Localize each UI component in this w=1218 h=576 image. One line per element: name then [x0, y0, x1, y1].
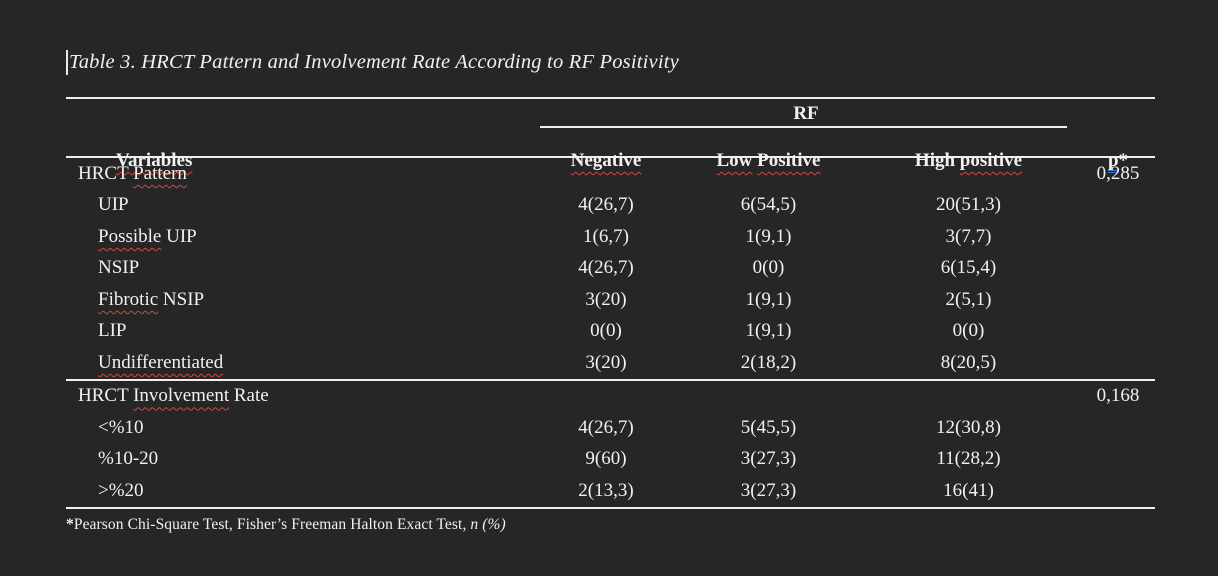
cell-negative: 4(26,7): [578, 194, 634, 216]
table-rule-header: [66, 156, 1155, 158]
table-caption: Table 3. HRCT Pattern and Involvement Ra…: [69, 51, 679, 73]
table-row: UIP 4(26,7) 6(54,5) 20(51,3): [66, 190, 1155, 222]
table-row: Possible UIP 1(6,7) 1(9,1) 3(7,7): [66, 221, 1155, 253]
cell-negative: 2(13,3): [578, 479, 634, 501]
row-label: Possible UIP: [98, 225, 197, 247]
text-cursor: [66, 50, 68, 75]
header-p: p*: [1081, 150, 1155, 172]
cell-low-positive: 5(45,5): [740, 416, 797, 438]
table-footnote: *Pearson Chi-Square Test, Fisher’s Freem…: [66, 516, 1155, 534]
header-low-positive: Low Positive: [681, 150, 856, 172]
table-rule-bottom: [66, 506, 1155, 509]
rf-spanner-label: RF: [793, 102, 819, 124]
header-high-positive: High positive: [856, 150, 1081, 172]
row-label: LIP: [98, 320, 127, 342]
header-variables-label: Variables: [116, 150, 193, 171]
table-row: HRCT Pattern 0,285: [66, 158, 1155, 190]
header-row: Variables Negative Low Positive High pos…: [66, 128, 1155, 171]
cell-low-positive: 1(9,1): [745, 225, 792, 247]
cell-negative: 9(60): [585, 448, 627, 470]
spanner-row: RF: [66, 99, 1155, 128]
row-label: UIP: [98, 194, 129, 216]
row-label: HRCT Involvement Rate: [78, 385, 269, 407]
table-rule-section: [66, 378, 1155, 381]
cell-high-positive: 11(28,2): [936, 448, 1001, 470]
header-negative-label: Negative: [570, 150, 642, 171]
row-label: <%10: [98, 416, 144, 438]
cell-p-value: 0,168: [1096, 385, 1140, 407]
row-label: Undifferentiated: [98, 351, 224, 373]
header-negative: Negative: [531, 150, 681, 172]
cell-negative: 3(20): [585, 288, 627, 310]
table-row: Undifferentiated 3(20) 2(18,2) 8(20,5): [66, 347, 1155, 379]
row-label: Fibrotic NSIP: [98, 288, 205, 310]
cell-low-positive: 1(9,1): [745, 288, 792, 310]
table-row: LIP 0(0) 1(9,1) 0(0): [66, 316, 1155, 348]
table-row: %10-20 9(60) 3(27,3) 11(28,2): [66, 444, 1155, 476]
cell-low-positive: 6(54,5): [740, 194, 797, 216]
cell-high-positive: 0(0): [952, 320, 985, 342]
cell-negative: 0(0): [590, 320, 622, 342]
table-row: NSIP 4(26,7) 0(0) 6(15,4): [66, 253, 1155, 285]
row-label: %10-20: [98, 448, 159, 470]
cell-high-positive: 20(51,3): [936, 194, 1001, 216]
cell-negative: 3(20): [585, 351, 627, 373]
hrct-table: RF Variables Negative Low Positive High …: [66, 97, 1155, 534]
cell-negative: 1(6,7): [583, 225, 629, 247]
cell-high-positive: 8(20,5): [940, 351, 997, 373]
header-p-label: p: [1107, 150, 1119, 171]
table-rule-top: [66, 97, 1155, 99]
header-high-label: High: [914, 150, 960, 171]
cell-p-value: 0,285: [1096, 162, 1140, 184]
table-row: >%20 2(13,3) 3(27,3) 16(41): [66, 475, 1155, 507]
table-row: <%10 4(26,7) 5(45,5) 12(30,8): [66, 412, 1155, 444]
footnote-asterisk: *: [66, 515, 74, 533]
header-low-label: Low: [716, 150, 753, 171]
footnote-text: Pearson Chi-Square Test, Fisher’s Freema…: [73, 515, 471, 533]
row-label: NSIP: [98, 257, 140, 279]
row-label: >%20: [98, 479, 144, 501]
table-row: Fibrotic NSIP 3(20) 1(9,1) 2(5,1): [66, 284, 1155, 316]
cell-negative: 4(26,7): [578, 416, 634, 438]
footnote-n-percent: n (%): [470, 515, 506, 533]
cell-negative: 4(26,7): [578, 257, 634, 279]
header-positive-label: Positive: [757, 150, 821, 171]
table-row: HRCT Involvement Rate 0,168: [66, 381, 1155, 413]
cell-low-positive: 3(27,3): [740, 448, 797, 470]
cell-low-positive: 0(0): [752, 257, 785, 279]
row-label: HRCT Pattern: [78, 162, 187, 184]
cell-low-positive: 3(27,3): [740, 479, 797, 501]
cell-low-positive: 1(9,1): [745, 320, 792, 342]
cell-high-positive: 3(7,7): [945, 225, 992, 247]
header-high-positive-label: positive: [959, 150, 1023, 171]
cell-low-positive: 2(18,2): [740, 351, 797, 373]
header-variables: Variables: [66, 128, 531, 194]
cell-high-positive: 16(41): [943, 479, 994, 501]
cell-high-positive: 12(30,8): [936, 416, 1001, 438]
cell-high-positive: 6(15,4): [940, 257, 997, 279]
header-p-star: *: [1118, 150, 1129, 171]
cell-high-positive: 2(5,1): [945, 288, 992, 310]
rf-spanner-rule: [540, 126, 1067, 128]
